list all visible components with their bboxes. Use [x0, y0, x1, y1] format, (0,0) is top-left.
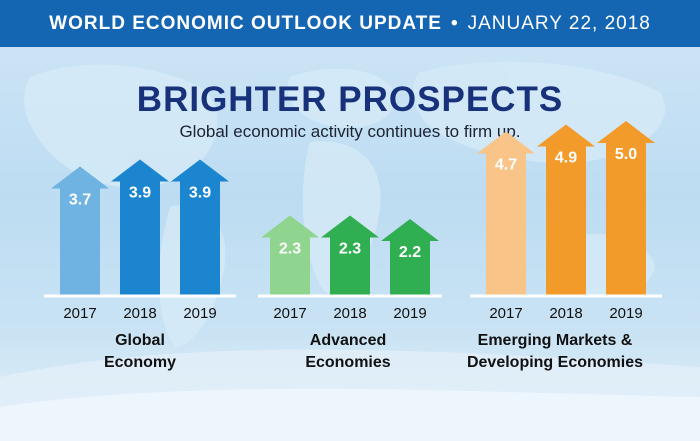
- year-tick-label: 2019: [183, 305, 216, 322]
- year-tick-label: 2017: [273, 305, 306, 322]
- arrow-bar-global-2019: [171, 159, 229, 296]
- value-label: 3.7: [69, 192, 91, 209]
- value-label: 4.9: [555, 150, 577, 167]
- group-label-line: Economies: [305, 354, 391, 371]
- group-label-line: Advanced: [309, 332, 387, 349]
- header-title: WORLD ECONOMIC OUTLOOK UPDATE: [49, 12, 442, 34]
- arrow-bar-advanced-2018: [321, 215, 379, 296]
- year-tick-label: 2017: [489, 305, 522, 322]
- value-label: 3.9: [129, 185, 151, 202]
- chart-title: BRIGHTER PROSPECTS: [136, 80, 564, 119]
- world-map-background: [0, 61, 700, 441]
- arrow-bar-advanced-2019: [381, 219, 439, 296]
- year-tick-label: 2019: [393, 305, 426, 322]
- value-label: 2.3: [339, 241, 361, 258]
- year-tick-label: 2019: [609, 305, 642, 322]
- group-label-advanced: Advanced Economies: [268, 330, 428, 374]
- header-separator: •: [450, 12, 459, 34]
- value-label: 2.2: [399, 244, 421, 261]
- group-label-line: Developing Economies: [466, 354, 644, 371]
- header-date: JANUARY 22, 2018: [467, 12, 651, 34]
- arrow-bar-global-2017: [51, 166, 109, 296]
- arrow-bar-emerging-2018: [537, 124, 595, 296]
- chart-subtitle: Global economic activity continues to fi…: [179, 122, 521, 141]
- value-label: 3.9: [189, 185, 211, 202]
- value-label: 4.7: [495, 157, 517, 174]
- year-tick-label: 2018: [549, 305, 582, 322]
- group-label-line: Emerging Markets &: [477, 332, 633, 349]
- year-tick-label: 2017: [63, 305, 96, 322]
- header-banner: WORLD ECONOMIC OUTLOOK UPDATE • JANUARY …: [0, 0, 700, 47]
- group-label-line: Global: [115, 332, 165, 349]
- year-tick-label: 2018: [333, 305, 366, 322]
- group-label-global: Global Economy: [60, 330, 220, 374]
- year-tick-label: 2018: [123, 305, 156, 322]
- group-label-line: Economy: [103, 354, 176, 371]
- value-label: 2.3: [279, 241, 301, 258]
- group-label-emerging: Emerging Markets & Developing Economies: [450, 330, 660, 374]
- arrow-bar-emerging-2017: [477, 131, 535, 296]
- arrow-bar-global-2018: [111, 159, 169, 296]
- arrow-bar-advanced-2017: [261, 215, 319, 296]
- arrow-bar-emerging-2019: [597, 121, 655, 296]
- value-label: 5.0: [615, 146, 637, 163]
